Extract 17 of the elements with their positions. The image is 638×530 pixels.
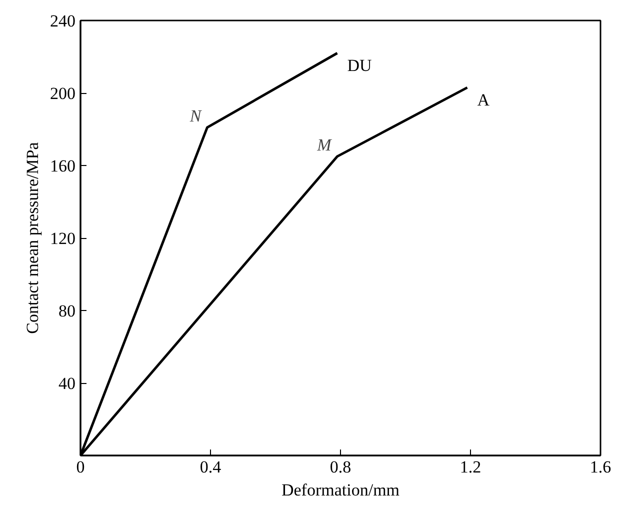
annotation: M [316, 135, 332, 154]
x-tick-label: 0 [76, 458, 85, 476]
y-tick-label: 160 [50, 156, 76, 176]
x-tick-label: 1.6 [590, 458, 612, 476]
y-tick-label: 40 [58, 374, 76, 393]
x-axis-title: Deformation/mm [281, 480, 400, 500]
x-tick-label: 0.8 [330, 458, 352, 476]
y-axis-title: Contact mean pressure/MPa [23, 142, 42, 334]
series-label: A [477, 90, 490, 110]
y-tick-label: 80 [58, 302, 76, 320]
x-tick-label: 1.2 [460, 458, 482, 476]
series-label: DU [347, 56, 372, 76]
y-tick-label: 200 [50, 84, 76, 103]
y-tick-label: 240 [50, 12, 76, 30]
y-tick-label: 120 [50, 229, 76, 248]
annotation: N [188, 106, 203, 126]
x-tick-label: 0.4 [200, 458, 222, 476]
